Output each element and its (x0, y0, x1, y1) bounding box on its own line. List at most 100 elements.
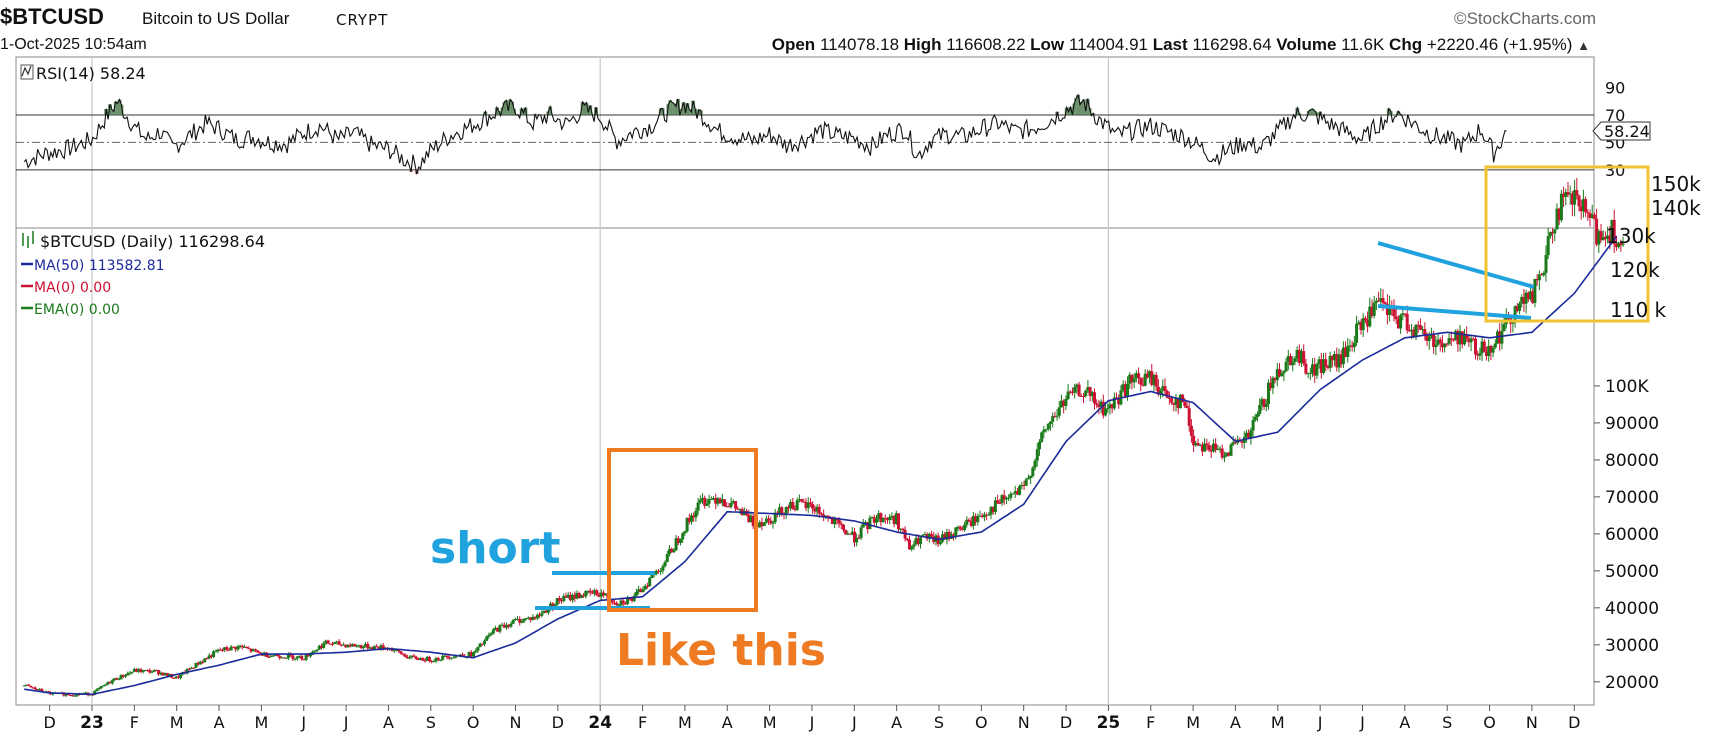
up-candle-body (119, 674, 123, 680)
up-candle-body (1174, 397, 1178, 405)
down-candle-body (436, 658, 440, 660)
down-candle-body (925, 534, 929, 539)
down-candle-body (967, 519, 971, 522)
rsi-overbought-fill (674, 103, 677, 116)
down-candle-body (582, 595, 586, 597)
up-candle-body (434, 658, 438, 662)
down-candle-body (1383, 302, 1387, 304)
up-candle-body (1458, 331, 1462, 345)
up-candle-body (1447, 338, 1451, 344)
down-candle-body (1172, 402, 1176, 405)
up-candle-body (758, 522, 762, 528)
down-candle-body (1297, 350, 1301, 364)
down-candle-body (1614, 244, 1618, 248)
rsi-overbought-fill (496, 107, 499, 116)
down-candle-body (328, 643, 332, 645)
down-candle-body (1416, 324, 1420, 326)
up-candle-body (1548, 232, 1552, 237)
up-candle-body (716, 498, 720, 504)
down-candle-body (905, 538, 909, 540)
up-candle-body (1148, 371, 1152, 378)
down-candle-body (115, 678, 119, 680)
up-candle-body (498, 625, 502, 632)
rsi-overbought-fill (1066, 107, 1069, 116)
down-candle-body (714, 498, 718, 504)
up-candle-body (269, 655, 273, 657)
up-candle-body (1000, 495, 1004, 503)
up-candle-body (313, 650, 317, 652)
annotation-layer: short Like this 150k 140k 130k 120k 110 … (430, 165, 1701, 676)
rsi-overbought-fill (1386, 108, 1389, 116)
up-candle-body (531, 616, 535, 621)
down-candle-body (27, 684, 31, 686)
up-candle-body (168, 674, 172, 676)
up-candle-body (648, 578, 652, 586)
up-candle-body (443, 655, 447, 657)
triangle-up-icon: ▲ (1577, 38, 1590, 53)
down-candle-body (557, 598, 561, 601)
up-candle-body (720, 499, 724, 503)
up-candle-body (1502, 324, 1506, 331)
up-candle-body (1533, 279, 1537, 303)
x-tick-label: A (1230, 713, 1241, 732)
down-candle-body (544, 610, 548, 613)
down-candle-body (278, 656, 282, 658)
rsi-overbought-fill (109, 104, 112, 116)
up-candle-body (408, 657, 412, 659)
down-candle-body (1339, 354, 1343, 365)
rsi-legend: RSI(14) 58.24 (20, 64, 146, 83)
up-candle-body (236, 646, 240, 650)
up-candle-body (223, 647, 227, 650)
x-tick-label: J (851, 713, 857, 732)
down-candle-body (723, 499, 726, 507)
up-candle-body (104, 684, 108, 686)
up-candle-body (599, 592, 603, 597)
rsi-overbought-fill (592, 114, 595, 116)
down-candle-body (1579, 206, 1583, 212)
rsi-overbought-fill (1299, 113, 1302, 116)
up-candle-body (1414, 324, 1418, 338)
down-candle-body (842, 524, 845, 530)
up-candle-body (868, 517, 872, 530)
up-candle-body (1337, 354, 1341, 368)
up-candle-body (683, 531, 687, 534)
down-candle-body (1370, 306, 1374, 316)
up-candle-body (1007, 497, 1011, 499)
down-candle-body (1304, 363, 1308, 374)
up-candle-body (784, 507, 788, 515)
down-candle-body (423, 660, 427, 662)
down-candle-body (1465, 334, 1469, 339)
up-candle-body (846, 533, 850, 535)
x-tick-label: O (975, 713, 988, 732)
down-candle-body (375, 646, 379, 648)
down-candle-body (769, 520, 773, 524)
rsi-overbought-fill (111, 109, 114, 116)
up-candle-body (1121, 384, 1125, 391)
up-candle-body (467, 652, 471, 657)
down-candle-body (1101, 401, 1105, 416)
down-candle-body (621, 600, 625, 604)
up-candle-body (870, 517, 874, 519)
up-candle-body (963, 524, 967, 530)
up-candle-body (661, 566, 665, 571)
x-tick-label: J (343, 713, 349, 732)
down-candle-body (1452, 339, 1455, 341)
last-value: 116298.64 (1192, 35, 1272, 54)
up-candle-body (392, 650, 396, 652)
up-candle-body (665, 554, 669, 562)
down-candle-body (1551, 232, 1555, 234)
up-candle-body (650, 575, 654, 578)
up-candle-body (1198, 444, 1202, 446)
down-candle-body (1154, 375, 1158, 387)
down-candle-body (1077, 384, 1081, 396)
up-candle-body (1399, 315, 1403, 329)
down-candle-body (1575, 190, 1579, 196)
down-candle-body (727, 506, 731, 508)
rsi-overbought-fill (668, 100, 671, 116)
up-candle-body (1203, 443, 1207, 452)
down-candle-body (1240, 441, 1244, 443)
down-candle-body (245, 646, 249, 649)
up-candle-body (654, 570, 658, 574)
rsi-overbought-fill (660, 108, 663, 116)
brand-watermark[interactable]: ©StockCharts.com (1454, 9, 1596, 28)
